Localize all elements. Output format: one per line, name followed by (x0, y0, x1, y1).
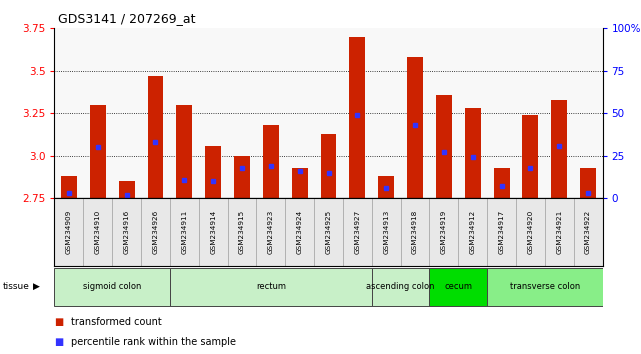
Bar (176, 105, 192, 198)
Bar (429, 198, 458, 266)
Text: GSM234917: GSM234917 (499, 210, 504, 254)
Bar (141, 198, 170, 266)
Text: rectum: rectum (256, 282, 286, 291)
Text: GSM234923: GSM234923 (268, 210, 274, 254)
Text: GSM234909: GSM234909 (66, 210, 72, 254)
Bar (285, 198, 314, 266)
Bar (487, 198, 516, 266)
Bar (343, 198, 372, 266)
Bar (465, 108, 481, 198)
Bar (314, 198, 343, 266)
Text: GSM234913: GSM234913 (383, 210, 389, 254)
Bar (349, 37, 365, 198)
Bar (372, 198, 401, 266)
Bar (205, 145, 221, 198)
Text: GSM234926: GSM234926 (153, 210, 158, 254)
Text: GDS3141 / 207269_at: GDS3141 / 207269_at (58, 12, 196, 25)
Text: transformed count: transformed count (71, 318, 162, 327)
Text: GSM234921: GSM234921 (556, 210, 562, 254)
Bar (147, 76, 163, 198)
Text: ■: ■ (54, 318, 63, 327)
Text: GSM234911: GSM234911 (181, 210, 187, 254)
Bar (112, 198, 141, 266)
Bar (256, 198, 285, 266)
Bar (429, 268, 487, 306)
Bar (545, 198, 574, 266)
Bar (170, 268, 372, 306)
Text: cecum: cecum (444, 282, 472, 291)
Bar (170, 198, 199, 266)
Text: GSM234910: GSM234910 (95, 210, 101, 254)
Bar (228, 198, 256, 266)
Bar (234, 156, 250, 198)
Bar (407, 57, 423, 198)
Bar (551, 100, 567, 198)
Text: GSM234922: GSM234922 (585, 210, 591, 254)
Bar (292, 168, 308, 198)
Text: GSM234925: GSM234925 (326, 210, 331, 254)
Text: GSM234924: GSM234924 (297, 210, 303, 254)
Bar (61, 176, 77, 198)
Text: GSM234927: GSM234927 (354, 210, 360, 254)
Text: ▶: ▶ (33, 282, 40, 291)
Text: GSM234912: GSM234912 (470, 210, 476, 254)
Text: GSM234916: GSM234916 (124, 210, 129, 254)
Bar (378, 176, 394, 198)
Text: GSM234918: GSM234918 (412, 210, 418, 254)
Text: percentile rank within the sample: percentile rank within the sample (71, 337, 235, 347)
Text: ascending colon: ascending colon (367, 282, 435, 291)
Text: ■: ■ (54, 337, 63, 347)
Bar (487, 268, 603, 306)
Bar (494, 168, 510, 198)
Bar (516, 198, 545, 266)
Text: tissue: tissue (3, 282, 30, 291)
Text: transverse colon: transverse colon (510, 282, 580, 291)
Text: GSM234915: GSM234915 (239, 210, 245, 254)
Bar (574, 198, 603, 266)
Bar (263, 125, 279, 198)
Bar (372, 268, 429, 306)
Bar (83, 198, 112, 266)
Bar (119, 181, 135, 198)
Bar (54, 198, 83, 266)
Bar (54, 268, 170, 306)
Bar (580, 168, 596, 198)
Bar (199, 198, 228, 266)
Text: GSM234919: GSM234919 (441, 210, 447, 254)
Text: sigmoid colon: sigmoid colon (83, 282, 142, 291)
Bar (401, 198, 429, 266)
Bar (458, 198, 487, 266)
Bar (320, 134, 337, 198)
Bar (436, 95, 452, 198)
Bar (522, 115, 538, 198)
Bar (90, 105, 106, 198)
Text: GSM234920: GSM234920 (528, 210, 533, 254)
Text: GSM234914: GSM234914 (210, 210, 216, 254)
